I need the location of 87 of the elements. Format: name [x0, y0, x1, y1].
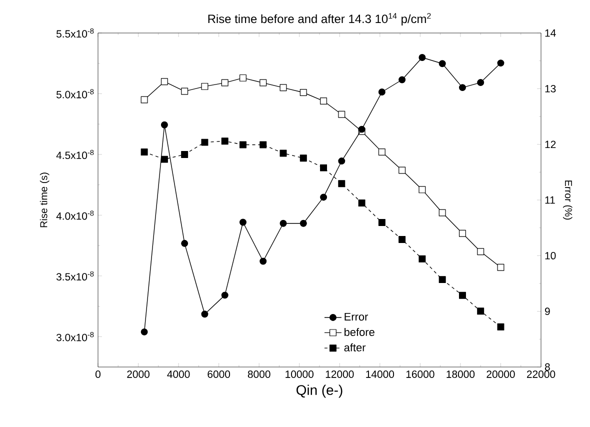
point [398, 236, 406, 243]
point [497, 60, 504, 67]
y-axis-title: Rise time (s) [40, 172, 50, 228]
point [320, 194, 328, 201]
point [378, 88, 386, 96]
x-tick-label: 18000 [446, 370, 475, 378]
point [160, 156, 168, 163]
point [398, 76, 406, 84]
x-tick-label: 10000 [286, 370, 314, 378]
point [221, 138, 228, 145]
y-tick-label: 3.0x10$^{-8}$ [56, 332, 94, 342]
point [418, 186, 426, 194]
x-tick-label: 6000 [208, 370, 230, 378]
point [280, 84, 287, 92]
x-tick-label: 14000 [366, 370, 394, 378]
y2-tick-label: 9 [545, 308, 550, 316]
point [320, 98, 328, 104]
point [458, 84, 466, 92]
point [140, 96, 148, 104]
y2-tick-label: 10 [545, 252, 556, 260]
point [260, 79, 267, 86]
y2-tick-label: 12 [545, 140, 556, 148]
y2-tick-label: 11 [545, 196, 555, 204]
x-tick-label: 4000 [167, 370, 190, 378]
y2-tick-label: 13 [545, 84, 556, 92]
point [160, 78, 168, 86]
point [260, 141, 267, 148]
y-tick-label: 3.5x10$^{-8}$ [56, 271, 94, 280]
point [140, 328, 148, 336]
point [418, 54, 426, 61]
chart-title: Rise time before and after 14.3 10$^{14}$ p/cm$^{2}$ [208, 13, 431, 26]
point [181, 88, 188, 95]
x-tick-label: 22000 [526, 370, 556, 378]
point [477, 79, 484, 86]
point [300, 154, 307, 162]
point [338, 158, 346, 165]
y-tick-label: 5.0x10$^{-8}$ [56, 89, 94, 98]
point [300, 89, 307, 96]
x-tick-label: 16000 [406, 370, 434, 378]
point [438, 209, 446, 216]
y2-tick-label: 8 [544, 363, 550, 371]
y-tick-label: 4.5x10$^{-8}$ [56, 150, 94, 160]
point [358, 200, 366, 207]
point [458, 292, 466, 299]
point [497, 264, 504, 271]
point [300, 220, 307, 227]
point [201, 138, 208, 146]
legend-label: before [344, 328, 374, 336]
y2-tick-label: 14 [545, 29, 556, 37]
x-tick-label: 2000 [127, 370, 150, 378]
point [398, 166, 406, 174]
point [438, 60, 446, 68]
point [239, 74, 246, 82]
point [338, 180, 346, 188]
point [477, 308, 484, 315]
point [458, 230, 466, 237]
point [239, 218, 246, 226]
legend-label: Error [344, 312, 368, 321]
point [239, 141, 246, 148]
x-tick-label: 12000 [326, 370, 354, 378]
y-tick-label: 4.0x10$^{-8}$ [56, 210, 94, 220]
point [201, 82, 208, 90]
y-tick-label: 5.5x10$^{-8}$ [56, 28, 94, 38]
point [280, 150, 287, 157]
y2-axis-title: Error (%) [563, 180, 572, 220]
point [477, 248, 484, 256]
point [280, 220, 287, 227]
point [438, 276, 446, 284]
x-tick-label: 8000 [248, 370, 270, 378]
point [497, 323, 504, 330]
point [181, 150, 188, 158]
legend-label: after [344, 343, 366, 352]
point [338, 110, 346, 118]
point [260, 258, 267, 265]
point [160, 121, 168, 128]
point [221, 79, 228, 86]
point [181, 240, 188, 247]
point [201, 310, 208, 318]
point [221, 292, 228, 299]
x-tick-label: 20000 [486, 370, 515, 378]
point [378, 148, 386, 156]
point [418, 255, 426, 262]
point [320, 164, 328, 172]
point [140, 148, 148, 156]
point [378, 218, 386, 226]
x-axis-title: Qin (e-) [296, 384, 342, 398]
x-tick-label: 0 [95, 370, 100, 378]
